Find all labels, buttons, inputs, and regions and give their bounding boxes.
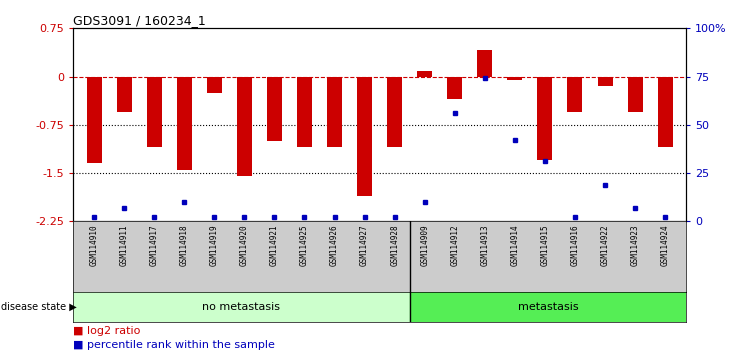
Bar: [73, 292, 410, 322]
Text: no metastasis: no metastasis: [202, 302, 280, 312]
Text: GSM114927: GSM114927: [360, 225, 369, 267]
Bar: [417, 72, 432, 76]
Text: GSM114911: GSM114911: [120, 225, 128, 267]
Text: GSM114920: GSM114920: [240, 225, 249, 267]
Text: metastasis: metastasis: [518, 302, 578, 312]
Text: GSM114924: GSM114924: [661, 225, 669, 267]
Text: GSM114910: GSM114910: [90, 225, 99, 267]
Bar: [177, 76, 192, 170]
Bar: [507, 76, 523, 80]
Text: GSM114918: GSM114918: [180, 225, 189, 267]
Text: disease state ▶: disease state ▶: [1, 302, 77, 312]
Text: GSM114913: GSM114913: [480, 225, 489, 267]
Bar: [447, 76, 462, 99]
Text: GSM114917: GSM114917: [150, 225, 158, 267]
Bar: [658, 76, 672, 147]
Bar: [87, 76, 101, 164]
Text: GSM114915: GSM114915: [540, 225, 550, 267]
Bar: [537, 76, 553, 160]
Text: GSM114923: GSM114923: [631, 225, 639, 267]
Text: GSM114926: GSM114926: [330, 225, 339, 267]
Bar: [357, 76, 372, 195]
Bar: [327, 76, 342, 147]
Text: ■ percentile rank within the sample: ■ percentile rank within the sample: [73, 341, 275, 350]
Bar: [387, 76, 402, 147]
Bar: [598, 76, 612, 86]
Text: GSM114919: GSM114919: [210, 225, 219, 267]
Text: GSM114921: GSM114921: [270, 225, 279, 267]
Text: GSM114922: GSM114922: [601, 225, 610, 267]
Text: GSM114912: GSM114912: [450, 225, 459, 267]
Bar: [477, 50, 492, 76]
Text: ■ log2 ratio: ■ log2 ratio: [73, 326, 140, 336]
Bar: [237, 76, 252, 176]
Text: GSM114914: GSM114914: [510, 225, 519, 267]
Bar: [207, 76, 222, 93]
Bar: [147, 76, 161, 147]
Bar: [410, 292, 686, 322]
Text: GSM114928: GSM114928: [390, 225, 399, 267]
Text: GSM114909: GSM114909: [420, 225, 429, 267]
Text: GDS3091 / 160234_1: GDS3091 / 160234_1: [73, 14, 206, 27]
Text: GSM114916: GSM114916: [570, 225, 580, 267]
Text: GSM114925: GSM114925: [300, 225, 309, 267]
Bar: [567, 76, 583, 112]
Bar: [117, 76, 131, 112]
Bar: [628, 76, 642, 112]
Bar: [267, 76, 282, 141]
Bar: [297, 76, 312, 147]
